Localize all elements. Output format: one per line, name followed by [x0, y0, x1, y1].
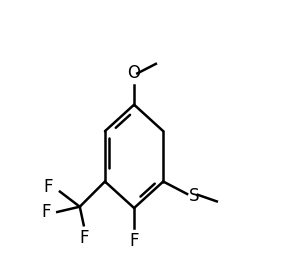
Text: F: F — [44, 178, 53, 196]
Text: O: O — [128, 64, 141, 82]
Text: F: F — [129, 232, 139, 250]
Text: F: F — [79, 229, 88, 247]
Text: S: S — [188, 187, 199, 205]
Text: F: F — [41, 203, 51, 221]
